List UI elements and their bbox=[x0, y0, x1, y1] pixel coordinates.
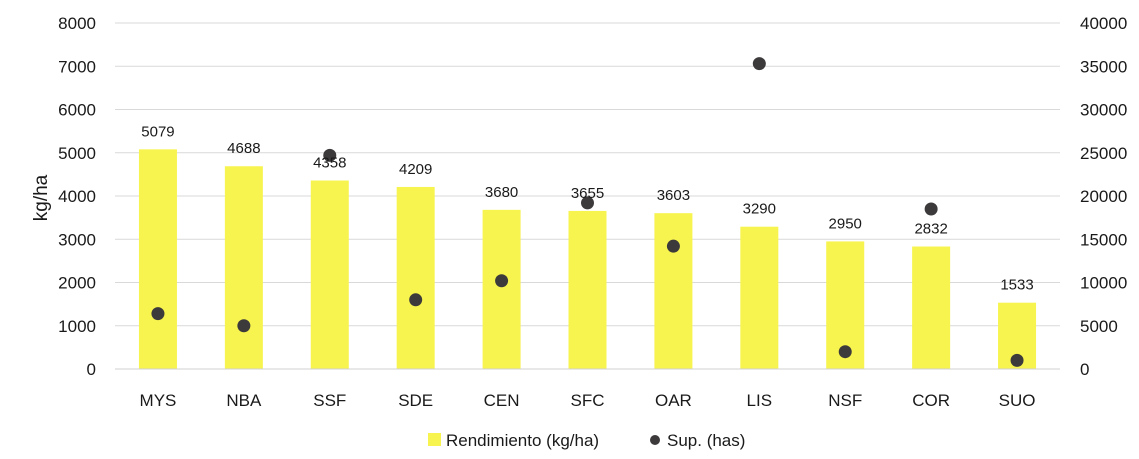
bar-data-label: 3680 bbox=[485, 184, 518, 201]
y-tick-label: 0 bbox=[87, 360, 96, 379]
y-tick-label: 4000 bbox=[58, 187, 96, 206]
y-tick-label: 2000 bbox=[58, 274, 96, 293]
y2-tick-label: 20000 bbox=[1080, 187, 1127, 206]
legend-swatch-bar bbox=[428, 433, 441, 446]
y-axis-label: kg/ha bbox=[31, 174, 52, 221]
x-tick-label: COR bbox=[912, 391, 950, 410]
bar bbox=[654, 213, 693, 369]
legend: Rendimiento (kg/ha) Sup. (has) bbox=[428, 431, 745, 450]
y-tick-label: 8000 bbox=[58, 14, 96, 33]
y2-tick-label: 30000 bbox=[1080, 101, 1127, 120]
x-tick-label: SUO bbox=[999, 391, 1036, 410]
bar bbox=[396, 186, 435, 369]
x-tick-label: SFC bbox=[571, 391, 605, 410]
y-tick-label: 1000 bbox=[58, 317, 96, 336]
bar-data-label: 2832 bbox=[914, 221, 947, 238]
bar bbox=[224, 166, 263, 369]
scatter-point bbox=[581, 196, 594, 210]
bar-data-label: 1533 bbox=[1000, 277, 1033, 294]
bars bbox=[138, 149, 1037, 369]
x-tick-label: SDE bbox=[398, 391, 433, 410]
y-tick-label: 6000 bbox=[58, 101, 96, 120]
x-tick-label: NSF bbox=[828, 391, 862, 410]
bar bbox=[482, 209, 521, 369]
bar-data-label: 4358 bbox=[313, 155, 346, 172]
scatter-point bbox=[151, 307, 165, 321]
bar-data-label: 3290 bbox=[743, 201, 776, 218]
y2-tick-label: 40000 bbox=[1080, 14, 1127, 33]
bar-data-label: 2950 bbox=[829, 215, 862, 232]
scatter-point bbox=[838, 345, 852, 359]
scatter-points bbox=[151, 57, 1024, 367]
scatter-point bbox=[1010, 353, 1024, 367]
scatter-point bbox=[495, 274, 509, 288]
y2-tick-label: 10000 bbox=[1080, 274, 1127, 293]
scatter-point bbox=[409, 293, 423, 307]
y2-tick-label: 25000 bbox=[1080, 144, 1127, 163]
legend-label: Sup. (has) bbox=[667, 431, 745, 450]
legend-swatch-dot bbox=[650, 435, 660, 445]
scatter-point bbox=[323, 148, 337, 162]
y2-tick-label: 15000 bbox=[1080, 230, 1127, 249]
scatter-point bbox=[752, 57, 766, 71]
x-tick-label: LIS bbox=[747, 391, 773, 410]
y2-tick-label: 5000 bbox=[1080, 317, 1118, 336]
scatter-point bbox=[237, 319, 251, 333]
y-tick-label: 3000 bbox=[58, 230, 96, 249]
x-tick-label: OAR bbox=[655, 391, 692, 410]
y2-tick-label: 35000 bbox=[1080, 57, 1127, 76]
scatter-point bbox=[666, 239, 680, 253]
bar bbox=[310, 180, 349, 369]
y-tick-label: 5000 bbox=[58, 144, 96, 163]
bar-data-label: 5079 bbox=[141, 123, 174, 140]
axes: 0 1000 2000 3000 4000 5000 6000 7000 8000 0 5000 10… bbox=[58, 14, 1127, 410]
bar bbox=[740, 226, 779, 369]
x-tick-label: MYS bbox=[140, 391, 177, 410]
legend-label: Rendimiento (kg/ha) bbox=[446, 431, 599, 450]
bar-data-label: 3603 bbox=[657, 187, 690, 204]
y2-tick-label: 0 bbox=[1080, 360, 1089, 379]
x-tick-label: NBA bbox=[226, 391, 262, 410]
bar bbox=[568, 210, 607, 369]
data-labels: 5079 4688 4358 4209 3680 3655 3603 3290 2950 2832… bbox=[141, 123, 1033, 293]
bar-data-label: 4688 bbox=[227, 140, 260, 157]
bar-data-label: 4209 bbox=[399, 161, 432, 178]
x-tick-label: SSF bbox=[313, 391, 346, 410]
scatter-point bbox=[924, 202, 938, 216]
bar bbox=[912, 246, 951, 369]
bar bbox=[138, 149, 177, 369]
x-tick-label: CEN bbox=[484, 391, 520, 410]
bar-data-label: 3655 bbox=[571, 185, 604, 202]
y-tick-label: 7000 bbox=[58, 57, 96, 76]
